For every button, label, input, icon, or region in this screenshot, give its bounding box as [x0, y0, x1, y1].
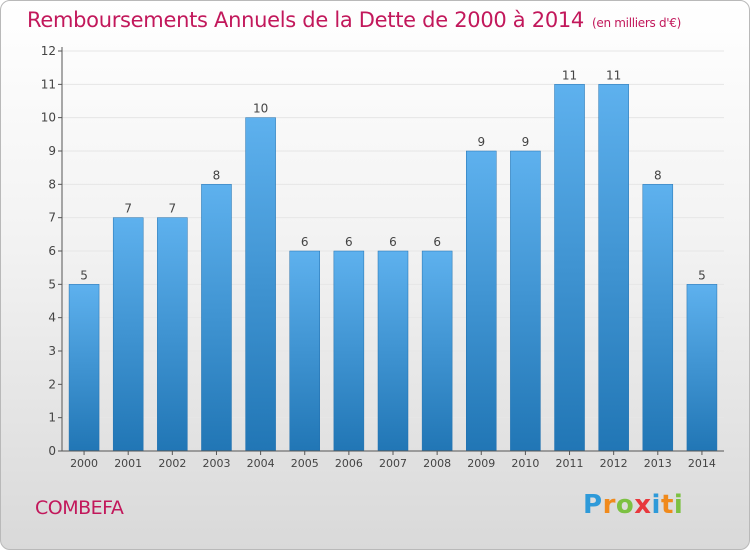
- bar: [157, 217, 188, 452]
- bar: [245, 117, 276, 452]
- bar: [642, 184, 674, 452]
- data-label: 7: [124, 202, 132, 216]
- bar: [510, 150, 541, 452]
- data-label: 11: [606, 68, 621, 82]
- data-label: 11: [562, 68, 577, 82]
- data-label: 8: [213, 168, 221, 182]
- y-tick-label: 5: [48, 277, 56, 291]
- data-label: 5: [698, 268, 706, 282]
- data-label: 9: [477, 135, 485, 149]
- logo-letter: o: [615, 490, 635, 520]
- bar: [554, 84, 585, 452]
- y-tick-label: 4: [48, 311, 56, 325]
- x-tick-label: 2014: [688, 457, 716, 470]
- x-tick-label: 2004: [247, 457, 275, 470]
- x-tick-label: 2011: [556, 457, 584, 470]
- y-tick-label: 10: [41, 111, 56, 125]
- chart-title-text: Remboursements Annuels de la Dette de 20…: [27, 8, 584, 32]
- logo-letter: x: [634, 490, 652, 520]
- y-tick-label: 2: [48, 377, 56, 391]
- y-tick-label: 11: [41, 77, 56, 91]
- chart-title: Remboursements Annuels de la Dette de 20…: [27, 8, 681, 32]
- x-tick-label: 2006: [335, 457, 363, 470]
- logo-letter: r: [602, 490, 616, 520]
- bar: [598, 84, 629, 452]
- x-tick-label: 2000: [70, 457, 98, 470]
- y-tick-label: 3: [48, 344, 56, 358]
- data-labels: 5 7 7 8 10 6 6 6 6 9 9 11 11 8 5: [80, 68, 706, 282]
- data-label: 8: [654, 168, 662, 182]
- bar: [421, 250, 453, 452]
- y-tick-label: 7: [48, 211, 56, 225]
- bar: [466, 150, 497, 452]
- commune-name: COMBEFA: [35, 497, 124, 519]
- bar: [377, 250, 409, 452]
- x-tick-label: 2013: [644, 457, 672, 470]
- x-tick-label: 2008: [423, 457, 451, 470]
- x-tick-label: 2009: [467, 457, 495, 470]
- bar: [333, 250, 365, 452]
- data-label: 10: [253, 102, 268, 116]
- data-label: 6: [433, 235, 441, 249]
- x-tick-label: 2005: [291, 457, 319, 470]
- data-label: 6: [389, 235, 397, 249]
- logo-letter: t: [660, 490, 674, 520]
- y-tick-label: 0: [48, 444, 56, 458]
- x-tick-label: 2007: [379, 457, 407, 470]
- y-tick-label: 12: [41, 44, 56, 58]
- logo-letter: P: [583, 490, 603, 520]
- data-label: 5: [80, 268, 88, 282]
- x-tick-label: 2001: [114, 457, 142, 470]
- x-tick-label: 2003: [202, 457, 230, 470]
- y-tick-label: 1: [48, 411, 56, 425]
- bar: [112, 217, 144, 452]
- bar: [289, 250, 320, 452]
- chart-subtitle: (en milliers d'€): [592, 16, 682, 30]
- y-tick-label: 6: [48, 244, 56, 258]
- logo-letter: i: [673, 490, 684, 520]
- data-label: 7: [169, 202, 177, 216]
- data-label: 6: [301, 235, 309, 249]
- bar: [686, 284, 718, 452]
- data-label: 6: [345, 235, 353, 249]
- x-tick-label: 2002: [158, 457, 186, 470]
- x-tick-label: 2010: [511, 457, 539, 470]
- y-tick-label: 8: [48, 177, 56, 191]
- x-tick-label: 2012: [600, 457, 628, 470]
- y-tick-label: 9: [48, 144, 56, 158]
- proxiti-logo: Proxiti: [583, 490, 683, 520]
- logo-letter: i: [651, 490, 661, 520]
- bar: [201, 184, 232, 452]
- bar: [68, 284, 100, 452]
- data-label: 9: [522, 135, 530, 149]
- bars: [68, 84, 718, 452]
